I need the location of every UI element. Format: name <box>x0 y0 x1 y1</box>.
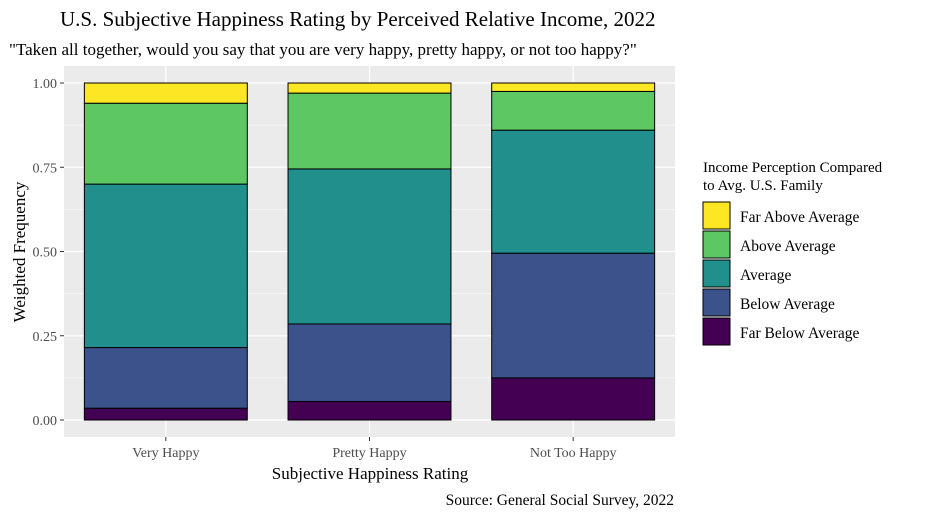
legend-swatch <box>702 201 731 230</box>
bar-segment <box>491 377 656 421</box>
y-axis: 0.00 0.25 0.50 0.75 1.00 <box>33 77 64 429</box>
x-axis-title: Subjective Happiness Rating <box>272 464 469 483</box>
legend-label: Average <box>740 267 791 284</box>
chart-title: U.S. Subjective Happiness Rating by Perc… <box>60 7 655 31</box>
y-tick-label: 0.00 <box>33 414 58 429</box>
bar-segment <box>287 82 452 94</box>
bar-segment <box>83 183 248 349</box>
bar-segment <box>83 82 248 104</box>
y-axis-title: Weighted Frequency <box>10 181 29 322</box>
x-tick-label: Pretty Happy <box>332 446 406 461</box>
x-tick-label: Not Too Happy <box>530 446 617 461</box>
legend-swatch <box>702 230 731 259</box>
y-tick-label: 0.75 <box>33 161 58 176</box>
y-tick-label: 0.50 <box>33 246 58 261</box>
caption: Source: General Social Survey, 2022 <box>446 492 674 509</box>
bar-segment <box>491 82 656 92</box>
legend-swatch <box>702 288 731 317</box>
legend-label: Far Below Average <box>740 325 859 342</box>
bar-segment <box>491 252 656 379</box>
legend: Income Perception Compared to Avg. U.S. F… <box>702 160 883 346</box>
bar-segment <box>83 407 248 421</box>
bar-segment <box>491 90 656 131</box>
legend-title: to Avg. U.S. Family <box>703 178 823 194</box>
y-tick-label: 0.25 <box>33 330 58 345</box>
x-axis: Very Happy Pretty Happy Not Too Happy <box>132 437 616 461</box>
y-tick-label: 1.00 <box>33 77 58 92</box>
legend-swatch <box>702 259 731 288</box>
x-tick-label: Very Happy <box>132 446 199 461</box>
legend-label: Below Average <box>740 296 835 313</box>
bar-segment <box>83 102 248 185</box>
bar-segment <box>287 168 452 325</box>
chart-subtitle: "Taken all together, would you say that … <box>9 40 637 59</box>
bar-segment <box>491 129 656 254</box>
bar-segment <box>287 92 452 170</box>
bar-segment <box>83 347 248 409</box>
bar-segment <box>287 400 452 421</box>
legend-swatch <box>702 317 731 346</box>
legend-label: Far Above Average <box>740 209 859 226</box>
legend-title: Income Perception Compared <box>703 160 883 176</box>
bar-segment <box>287 323 452 402</box>
bars <box>83 82 656 421</box>
legend-label: Above Average <box>740 238 836 255</box>
